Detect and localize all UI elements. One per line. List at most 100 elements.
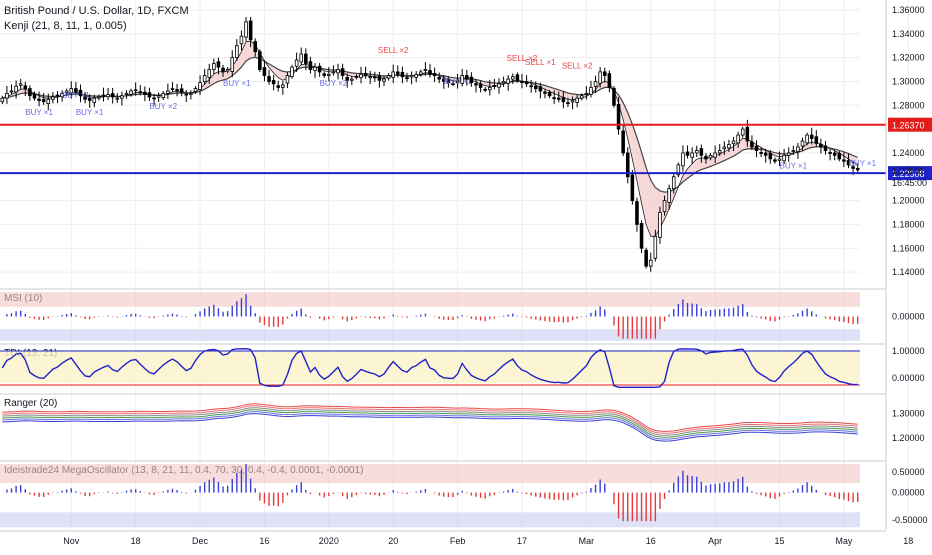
candle-body <box>814 136 819 144</box>
candle-body <box>55 94 60 97</box>
candle-body <box>648 259 653 267</box>
candle-body <box>179 88 184 93</box>
candle-body <box>593 81 598 87</box>
candle-body <box>469 76 474 84</box>
candle-body <box>483 88 487 91</box>
countdown-label: 16:45:00 <box>892 178 927 188</box>
panel-upper-band <box>0 292 860 307</box>
candle-body <box>731 140 736 145</box>
x-tick-label: 18 <box>131 536 141 546</box>
candle-body <box>740 128 745 136</box>
signal-sell: SELL ×2 <box>507 54 538 63</box>
candle-body <box>350 78 354 81</box>
signal-labels: BUY ×1 BUY ×1 BUY ×1 BUY ×2 BUY ×1 BUY ×2 SELL… <box>25 46 876 171</box>
candle-body <box>354 76 359 79</box>
candle-body <box>69 88 74 94</box>
candle-body <box>18 83 23 86</box>
candle-body <box>290 66 294 77</box>
signal-sell: SELL ×2 <box>562 61 593 70</box>
candle-body <box>396 71 400 75</box>
kenji-band-fill <box>2 41 858 237</box>
candle-body <box>589 87 593 95</box>
candle-body <box>442 78 446 82</box>
candle-body <box>694 150 699 154</box>
candle-body <box>750 141 754 148</box>
chart-title: British Pound / U.S. Dollar, 1D, FXCM <box>4 5 189 17</box>
candle-body <box>451 83 455 85</box>
signal-sell: SELL ×1 <box>525 58 556 67</box>
candle-body <box>533 85 538 89</box>
ranger-line <box>2 411 858 440</box>
candle-body <box>630 174 635 201</box>
candle-body <box>51 96 55 100</box>
candle-body <box>570 100 575 103</box>
candle-body <box>161 92 166 99</box>
panel-tick-label: 1.00000 <box>892 346 925 356</box>
x-tick-label: 2020 <box>319 536 339 546</box>
candle-body <box>699 148 704 156</box>
candle-body <box>363 72 368 76</box>
y-tick-label: 1.36000 <box>892 5 925 15</box>
candle-body <box>373 76 377 79</box>
y-tick-label: 1.28000 <box>892 100 925 110</box>
x-tick-label: Mar <box>579 536 595 546</box>
y-tick-label: 1.24000 <box>892 148 925 158</box>
candle-body <box>423 69 428 71</box>
candle-body <box>207 69 212 78</box>
candle-body <box>267 76 271 82</box>
candle-body <box>543 91 547 94</box>
candle-body <box>166 90 170 94</box>
candle-body <box>97 96 101 99</box>
candle-body <box>253 41 258 53</box>
candle-body <box>676 164 681 176</box>
y-tick-label: 1.34000 <box>892 29 925 39</box>
ranger-line <box>2 409 858 438</box>
signal-buy: BUY ×2 <box>320 79 348 88</box>
candle-body <box>616 103 621 130</box>
candle-body <box>359 73 363 79</box>
candle-body <box>175 89 179 91</box>
panel-tick-label: 0.00000 <box>892 373 925 383</box>
candle-body <box>846 159 851 166</box>
candle-body <box>41 99 46 103</box>
candle-body <box>796 146 800 152</box>
candle-body <box>667 188 671 203</box>
candle-body <box>239 35 244 45</box>
candle-body <box>193 88 198 92</box>
candle-body <box>5 92 9 99</box>
candle-body <box>575 97 579 103</box>
candle-body <box>133 89 138 92</box>
candle-body <box>791 150 796 152</box>
candle-body <box>377 75 382 81</box>
candle-body <box>124 92 129 95</box>
candle-body <box>110 93 115 98</box>
candle-body <box>400 71 405 78</box>
candle-body <box>216 61 221 68</box>
candle-body <box>607 73 612 88</box>
candle-body <box>805 134 809 144</box>
candle-body <box>336 69 340 74</box>
candle-body <box>782 154 786 162</box>
level-label-bg <box>888 117 932 132</box>
candle-body <box>556 97 561 100</box>
candle-body <box>446 79 451 84</box>
x-tick-label: May <box>835 536 853 546</box>
candle-body <box>235 45 239 59</box>
signal-buy: BUY ×1 <box>62 91 90 100</box>
ranger-line <box>2 403 858 432</box>
y-tick-label: 1.32000 <box>892 53 925 63</box>
candle-body <box>87 97 92 101</box>
candle-body <box>584 92 589 95</box>
ranger-line <box>2 405 858 434</box>
panel-tick-label: 0.00000 <box>892 312 925 322</box>
panel-tick-label: 0.00000 <box>892 488 925 498</box>
candle-body <box>202 75 207 83</box>
y-tick-label: 1.16000 <box>892 243 925 253</box>
candle-body <box>478 83 483 88</box>
candle-body <box>506 78 510 84</box>
candle-body <box>120 95 124 99</box>
candle-body <box>786 152 791 156</box>
candle-body <box>258 51 262 70</box>
candle-body <box>828 152 832 154</box>
